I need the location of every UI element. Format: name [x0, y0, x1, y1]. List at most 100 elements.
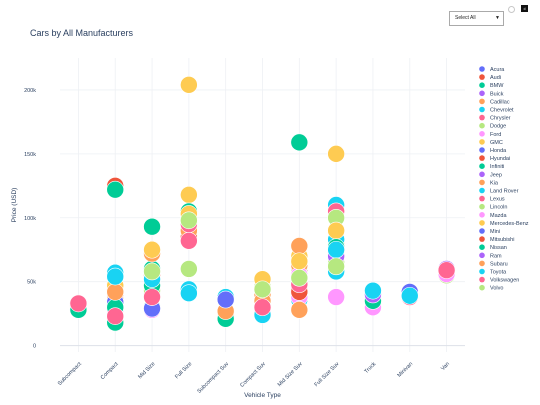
data-point	[364, 281, 382, 300]
legend-label: Infiniti	[490, 164, 504, 170]
x-tick-label: Compact Suv	[239, 361, 267, 389]
data-point	[143, 240, 161, 259]
manufacturer-select[interactable]: Select All ▼	[449, 11, 504, 26]
legend-label: Mercedes-Benz	[490, 221, 529, 227]
legend-label: Lincoln	[490, 205, 507, 211]
legend-marker	[479, 284, 485, 291]
y-tick-label: 0	[33, 344, 36, 350]
data-point	[180, 284, 198, 303]
y-tick-label: 200k	[24, 88, 36, 94]
legend-label: Chrysler	[490, 116, 511, 122]
legend-marker	[479, 236, 485, 242]
legend-marker	[479, 276, 485, 283]
legend-marker	[479, 163, 485, 169]
x-tick-label: Subcompact Suv	[196, 361, 230, 395]
x-tick-label: Mid Size	[137, 361, 156, 380]
legend-label: Ford	[490, 132, 501, 138]
data-point	[106, 267, 125, 286]
data-point	[290, 133, 309, 152]
x-tick-label: Full Size Suv	[314, 361, 341, 388]
data-point	[400, 286, 419, 305]
legend-label: Volkswagen	[490, 278, 519, 284]
select-value: Select All	[455, 15, 476, 21]
legend-label: Subaru	[490, 261, 508, 267]
legend-label: Mitsubishi	[490, 237, 514, 243]
x-tick-label: Compact	[100, 361, 120, 381]
legend-marker	[479, 244, 485, 250]
data-point	[327, 240, 345, 259]
data-point	[327, 257, 345, 276]
legend-marker	[479, 171, 485, 178]
x-tick-label: Full Size	[174, 361, 193, 380]
data-point	[327, 221, 345, 240]
chart-title: Cars by All Manufacturers	[30, 28, 134, 38]
legend: Acura Audi BMW Buick Cadillac Chevrolet Chrysl…	[479, 66, 529, 292]
data-point	[253, 280, 272, 299]
legend-label: Audi	[490, 75, 501, 81]
legend-marker	[479, 179, 485, 186]
data-point	[143, 288, 161, 306]
data-point	[180, 260, 198, 278]
data-point	[290, 269, 309, 287]
legend-label: Chevrolet	[490, 108, 514, 114]
legend-label: Buick	[490, 91, 504, 97]
x-tick-label: Subcompact	[57, 361, 83, 387]
legend-marker	[479, 114, 485, 121]
plot-logo-icon[interactable]: ıl	[521, 5, 528, 12]
legend-label: Mazda	[490, 213, 507, 219]
legend-label: Ram	[490, 253, 502, 259]
x-tick-label: Mid Size Suv	[277, 361, 304, 388]
legend-marker	[479, 220, 485, 226]
chevron-down-icon[interactable]: ▼	[495, 15, 500, 21]
legend-marker	[479, 260, 485, 267]
legend-label: Land Rover	[490, 189, 519, 195]
data-point	[106, 180, 125, 199]
data-point	[253, 298, 272, 317]
data-point	[180, 231, 198, 250]
y-tick-label: 100k	[24, 216, 36, 222]
data-point	[290, 252, 309, 271]
hover-info-icon[interactable]	[508, 6, 515, 13]
legend-marker	[479, 212, 485, 218]
data-point	[437, 261, 456, 279]
legend-marker	[479, 228, 485, 234]
data-point	[180, 211, 198, 230]
data-point	[106, 283, 125, 301]
axes: 0 50k 100k 150k 200k Subcompact Compact Mid Siz…	[11, 88, 451, 399]
legend-label: Honda	[490, 148, 507, 154]
data-point	[180, 76, 198, 94]
x-tick-label: Truck	[364, 361, 378, 375]
legend-marker	[479, 98, 485, 105]
data-point	[180, 185, 198, 204]
x-axis-title: Vehicle Type	[244, 392, 281, 399]
legend-marker	[479, 147, 485, 153]
x-tick-label: Van	[440, 361, 451, 372]
legend-label: Hyundai	[490, 156, 510, 162]
legend-label: Mini	[490, 229, 500, 235]
legend-marker	[479, 139, 485, 145]
legend-marker	[479, 268, 485, 275]
legend-marker	[479, 187, 485, 194]
legend-label: Lexus	[490, 197, 505, 203]
legend-marker	[479, 106, 485, 113]
data-point	[327, 288, 345, 306]
data-point	[327, 145, 345, 163]
y-axis-title: Price (USD)	[11, 188, 18, 223]
data-point	[106, 307, 125, 326]
legend-label: GMC	[490, 140, 503, 146]
legend-marker	[479, 203, 485, 210]
legend-marker	[479, 122, 485, 129]
legend-marker	[479, 155, 485, 161]
data-points	[69, 76, 456, 332]
y-tick-label: 150k	[24, 152, 36, 158]
data-point	[143, 262, 161, 281]
legend-marker	[479, 74, 485, 80]
legend-label: BMW	[490, 83, 504, 89]
x-tick-label: Minivan	[397, 361, 415, 379]
legend-marker	[479, 66, 485, 72]
legend-marker	[479, 252, 485, 259]
data-point	[290, 301, 309, 319]
legend-label: Volvo	[490, 286, 503, 292]
legend-marker	[479, 131, 485, 137]
y-tick-label: 50k	[27, 280, 36, 286]
